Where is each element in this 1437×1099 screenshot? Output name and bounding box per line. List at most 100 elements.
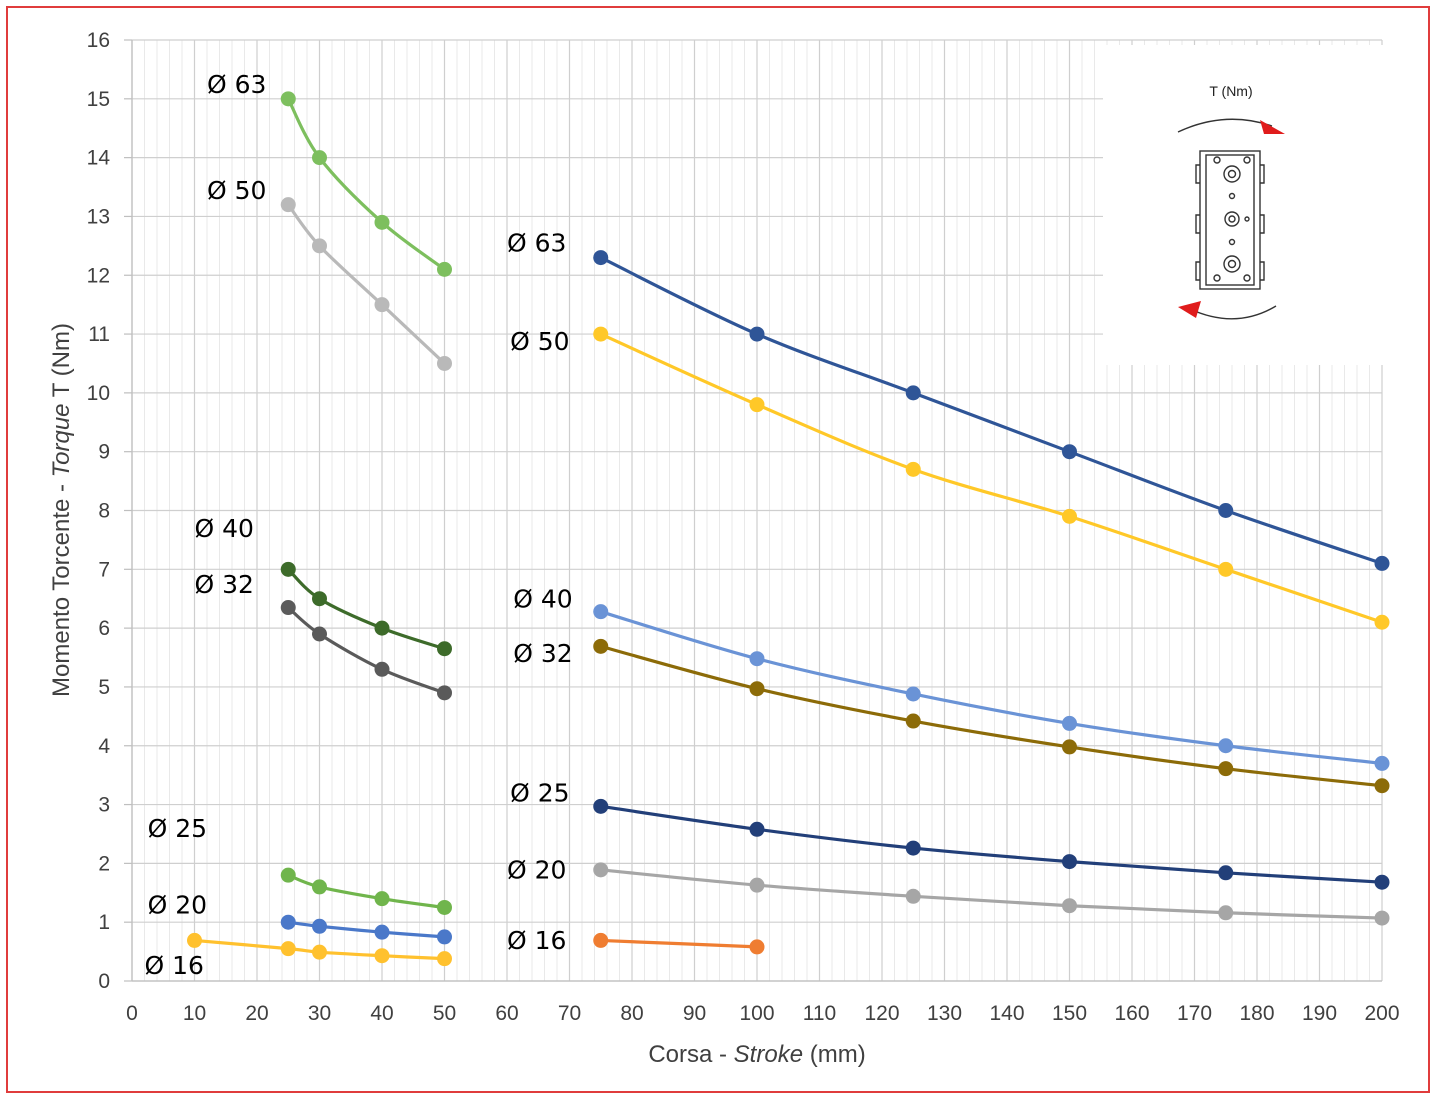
x-tick-label: 110: [803, 1002, 836, 1025]
x-tick-label: 170: [1177, 1002, 1212, 1025]
x-tick-label: 50: [433, 1002, 456, 1025]
series-line-d32: [286, 605, 447, 695]
series-label: Ø 25: [510, 779, 569, 808]
data-point-d63: [749, 326, 765, 342]
data-point-d63: [374, 214, 390, 230]
data-point-d25: [312, 879, 327, 895]
y-tick-label: 7: [98, 558, 110, 581]
data-point-d63: [1374, 555, 1390, 571]
series-line-d40: [599, 610, 1384, 765]
data-point-d40: [280, 561, 296, 577]
y-axis-title: Momento Torcente - Torque T (Nm): [48, 323, 75, 697]
x-tick-label: 180: [1239, 1002, 1274, 1025]
data-point-d16: [312, 944, 327, 960]
arrow-counterclockwise-icon: [1178, 301, 1201, 318]
x-tick-label: 160: [1114, 1002, 1149, 1025]
data-point-d20: [437, 929, 452, 945]
x-tick-label: 190: [1302, 1002, 1337, 1025]
x-tick-label: 120: [864, 1002, 899, 1025]
data-point-d20: [749, 877, 765, 893]
x-tick-label: 40: [370, 1002, 393, 1025]
data-point-d50: [749, 397, 765, 413]
x-tick-label: 140: [989, 1002, 1024, 1025]
data-point-d40: [593, 604, 609, 620]
data-point-d40: [905, 686, 921, 702]
data-point-d50: [1374, 614, 1390, 630]
data-point-d25: [1374, 874, 1390, 890]
data-point-d32: [374, 661, 390, 677]
cylinder-rotation-icon: [1177, 118, 1277, 320]
data-point-d25: [905, 840, 921, 856]
arrow-clockwise-icon: [1260, 120, 1285, 134]
series-labels: Ø 63 Ø 50 Ø 40 Ø 32 Ø 25 Ø 20 Ø 16 Ø 63 Ø 50 Ø 40…: [145, 70, 573, 980]
x-tick-label: 80: [620, 1002, 643, 1025]
data-point-d40: [749, 651, 765, 667]
data-point-d25: [280, 867, 296, 883]
data-point-d25: [1218, 865, 1234, 881]
series-line-d25: [286, 873, 447, 910]
series-line-d50: [286, 203, 447, 366]
data-point-d40: [437, 641, 452, 657]
x-tick-label: 10: [183, 1002, 206, 1025]
y-tick-label: 10: [87, 382, 110, 405]
series-label: Ø 20: [507, 856, 566, 885]
series-line-d50: [599, 332, 1384, 624]
data-point-d32: [905, 713, 921, 729]
data-point-d63: [437, 261, 452, 277]
y-tick-label: 14: [87, 147, 111, 170]
y-tick-label: 8: [98, 500, 110, 523]
x-tick-label: 130: [927, 1002, 962, 1025]
series-label: Ø 32: [195, 570, 254, 599]
data-point-d32: [593, 638, 609, 654]
data-point-d25: [374, 891, 390, 907]
data-point-d20: [1062, 898, 1077, 914]
data-point-d16: [749, 939, 765, 955]
series-label: Ø 16: [145, 951, 204, 980]
y-tick-label: 2: [98, 852, 110, 875]
data-point-d63: [1062, 444, 1077, 460]
x-tick-label: 90: [683, 1002, 706, 1025]
data-point-d50: [437, 355, 452, 371]
x-tick-label: 70: [558, 1002, 581, 1025]
series-line-d63: [599, 256, 1384, 566]
x-tick-label: 20: [245, 1002, 268, 1025]
data-point-d63: [593, 250, 609, 266]
data-point-d40: [374, 620, 390, 636]
data-point-d63: [280, 91, 296, 107]
data-point-d25: [749, 821, 765, 837]
data-point-d32: [1218, 761, 1234, 777]
data-point-d40: [1218, 738, 1234, 754]
y-tick-label: 16: [87, 29, 110, 52]
data-point-d32: [312, 626, 327, 642]
x-axis-title: Corsa - Stroke (mm): [648, 1041, 865, 1068]
series-label: Ø 50: [207, 176, 266, 205]
y-tick-label: 9: [98, 441, 110, 464]
data-point-d20: [280, 914, 296, 930]
series-label: Ø 50: [510, 327, 569, 356]
data-point-d16: [374, 948, 390, 964]
axes: 0 10 20 30 40 50 60 70 80 90 100 110 120 130 140 150 160…: [87, 29, 1400, 1025]
data-point-d16: [187, 932, 202, 948]
data-point-d20: [1374, 910, 1390, 926]
data-point-d16: [437, 951, 452, 967]
data-point-d25: [437, 899, 452, 915]
torque-inset: T (Nm): [1103, 45, 1385, 365]
series-label: Ø 25: [148, 814, 207, 843]
series-line-d20: [599, 868, 1384, 920]
series-label: Ø 20: [148, 890, 207, 919]
series-line-d32: [599, 644, 1384, 788]
data-point-d63: [312, 150, 327, 166]
data-point-d20: [1218, 905, 1234, 921]
y-tick-label: 13: [87, 205, 110, 228]
data-point-d63: [905, 385, 921, 401]
data-point-d40: [312, 591, 327, 607]
y-tick-label: 11: [88, 323, 110, 346]
series-line-d25: [599, 804, 1384, 884]
data-point-d20: [905, 888, 921, 904]
series-label: Ø 40: [513, 585, 572, 614]
x-tick-label: 60: [495, 1002, 518, 1025]
series-label: Ø 63: [507, 229, 566, 258]
data-point-d50: [1218, 561, 1234, 577]
data-point-d50: [1062, 508, 1077, 524]
